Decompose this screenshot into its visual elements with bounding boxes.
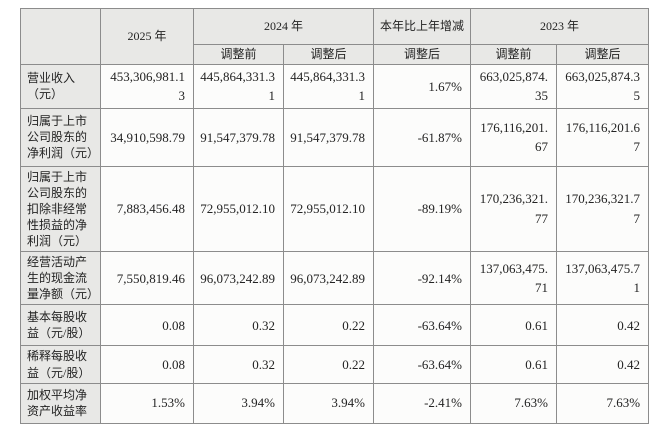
cell-2024-after: 96,073,242.89 <box>282 251 375 306</box>
cell-change: -92.14% <box>373 251 472 306</box>
cell-2024-before: 3.94% <box>193 382 284 424</box>
header-year-2023: 2023 年 <box>470 8 650 45</box>
row-label: 营业收入（元） <box>20 63 101 109</box>
cell-2025: 7,550,819.46 <box>100 251 194 306</box>
cell-2023-before: 7.63% <box>470 382 558 424</box>
cell-2024-after: 91,547,379.78 <box>282 107 375 167</box>
cell-2023-after: 137,063,475.71 <box>556 251 650 306</box>
cell-2023-before: 170,236,321.77 <box>470 165 558 253</box>
cell-2023-after: 176,116,201.67 <box>556 107 650 167</box>
cell-2024-before: 0.32 <box>193 304 284 347</box>
table-row-net-profit: 归属于上市公司股东的净利润（元） 34,910,598.79 91,547,37… <box>20 107 650 167</box>
cell-2024-after: 445,864,331.31 <box>282 63 375 109</box>
cell-2024-after: 0.22 <box>282 345 375 384</box>
financial-summary-table-container: 2025 年 2024 年 本年比上年增减 2023 年 调整前 调整后 调整后… <box>20 8 650 424</box>
cell-change: -89.19% <box>373 165 472 253</box>
header-year-2024: 2024 年 <box>192 8 375 45</box>
corner-cell-empty <box>20 8 101 65</box>
header-row-years: 2025 年 2024 年 本年比上年增减 2023 年 <box>20 8 650 65</box>
row-label: 归属于上市公司股东的净利润（元） <box>20 107 101 167</box>
cell-2025: 453,306,981.13 <box>100 63 194 109</box>
cell-change: -2.41% <box>373 382 472 424</box>
cell-2024-after: 0.22 <box>282 304 375 347</box>
cell-2024-after: 72,955,012.10 <box>282 165 375 253</box>
header-2023-adjusted-after: 调整后 <box>556 44 650 65</box>
cell-2023-before: 0.61 <box>470 304 558 347</box>
cell-2023-after: 663,025,874.35 <box>556 63 650 109</box>
cell-2024-before: 0.32 <box>193 345 284 384</box>
row-label: 加权平均净资产收益率 <box>20 382 101 424</box>
header-2024-adjusted-before: 调整前 <box>193 44 284 65</box>
header-2024-adjusted-after: 调整后 <box>282 44 375 65</box>
row-label: 经营活动产生的现金流量净额（元） <box>20 251 101 306</box>
table-row-net-profit-excl-nonrecurring: 归属于上市公司股东的扣除非经常性损益的净利润（元） 7,883,456.48 7… <box>20 165 650 253</box>
cell-2023-after: 7.63% <box>556 382 650 424</box>
cell-2023-before: 176,116,201.67 <box>470 107 558 167</box>
header-change-vs-last-year: 本年比上年增减 <box>373 8 472 45</box>
table-row-weighted-avg-roe: 加权平均净资产收益率 1.53% 3.94% 3.94% -2.41% 7.63… <box>20 382 650 424</box>
cell-2024-before: 96,073,242.89 <box>193 251 284 306</box>
header-2023-adjusted-before: 调整前 <box>470 44 558 65</box>
financial-summary-table: 2025 年 2024 年 本年比上年增减 2023 年 调整前 调整后 调整后… <box>20 8 650 424</box>
cell-2024-after: 3.94% <box>282 382 375 424</box>
header-row-adjustments: 调整前 调整后 调整后 调整前 调整后 <box>21 44 650 65</box>
row-label: 稀释每股收益（元/股） <box>20 345 101 384</box>
cell-2023-before: 0.61 <box>470 345 558 384</box>
cell-2024-before: 91,547,379.78 <box>193 107 284 167</box>
cell-2025: 0.08 <box>100 345 194 384</box>
cell-2024-before: 72,955,012.10 <box>193 165 284 253</box>
cell-change: -61.87% <box>373 107 472 167</box>
table-row-basic-eps: 基本每股收益（元/股） 0.08 0.32 0.22 -63.64% 0.61 … <box>20 304 650 347</box>
cell-change: -63.64% <box>373 345 472 384</box>
cell-2025: 34,910,598.79 <box>100 107 194 167</box>
header-change-adjusted-after: 调整后 <box>373 44 472 65</box>
cell-change: 1.67% <box>373 63 472 109</box>
row-label: 归属于上市公司股东的扣除非经常性损益的净利润（元） <box>20 165 101 253</box>
cell-2023-before: 137,063,475.71 <box>470 251 558 306</box>
table-row-revenue: 营业收入（元） 453,306,981.13 445,864,331.31 44… <box>20 63 650 109</box>
cell-2023-after: 0.42 <box>556 304 650 347</box>
table-row-diluted-eps: 稀释每股收益（元/股） 0.08 0.32 0.22 -63.64% 0.61 … <box>20 345 650 384</box>
cell-2024-before: 445,864,331.31 <box>193 63 284 109</box>
cell-2023-after: 170,236,321.77 <box>556 165 650 253</box>
table-row-operating-cash-flow: 经营活动产生的现金流量净额（元） 7,550,819.46 96,073,242… <box>20 251 650 306</box>
cell-2025: 0.08 <box>100 304 194 347</box>
cell-change: -63.64% <box>373 304 472 347</box>
cell-2023-before: 663,025,874.35 <box>470 63 558 109</box>
cell-2025: 1.53% <box>100 382 194 424</box>
row-label: 基本每股收益（元/股） <box>20 304 101 347</box>
cell-2023-after: 0.42 <box>556 345 650 384</box>
cell-2025: 7,883,456.48 <box>100 165 194 253</box>
header-year-2025: 2025 年 <box>100 8 194 65</box>
